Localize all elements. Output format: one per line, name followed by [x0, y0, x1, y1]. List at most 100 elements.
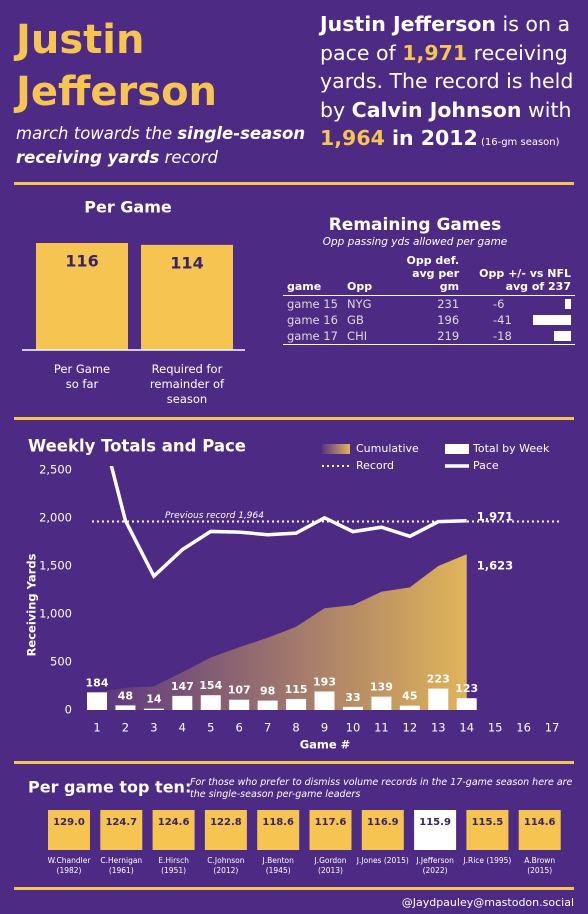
x-tick-label: 14	[459, 721, 474, 735]
summary: Justin Jefferson is on a pace of 1,971 r…	[320, 10, 582, 158]
x-tick-label: 1	[93, 721, 100, 735]
bar	[371, 696, 392, 710]
bar	[143, 708, 164, 710]
text: with	[521, 97, 572, 122]
tile	[309, 810, 352, 850]
bar-track	[531, 299, 571, 309]
value-label: 115.9	[419, 817, 451, 828]
bar	[456, 698, 477, 710]
value-label: 98	[260, 685, 275, 698]
column-header: game	[287, 280, 322, 293]
footer: @Jaydpauley@mastodon.social	[401, 896, 574, 909]
value-label: 223	[427, 673, 450, 686]
y-tick-label: 0	[65, 703, 72, 717]
x-tick-label: 12	[403, 721, 418, 735]
header-row: game Opp Opp def. avg per gm Opp +/- vs NFL…	[283, 254, 575, 296]
tile	[152, 810, 195, 850]
x-tick-label: 15	[488, 721, 503, 735]
category-label: J.Jones (2015)	[356, 856, 409, 865]
table-subtitle: Opp passing yds allowed per game	[322, 236, 508, 248]
reference-label: Previous record 1,964	[165, 511, 264, 521]
cell: CHI	[347, 329, 368, 343]
value-label: 116.9	[367, 817, 399, 828]
category-label: W.Chandler (1982)	[47, 856, 91, 875]
table: game Opp Opp def. avg per gm Opp +/- vs NFL…	[283, 254, 575, 345]
value-label: 1,623	[477, 559, 513, 573]
value-label: 14	[146, 693, 162, 706]
value-label: 147	[171, 680, 194, 693]
text: march towards the	[16, 124, 178, 143]
bar	[36, 243, 128, 350]
chart-title: Weekly Totals and Pace	[28, 437, 246, 456]
x-tick-label: 8	[292, 721, 299, 735]
x-tick-label: 6	[236, 721, 243, 735]
x-tick-label: 7	[264, 721, 271, 735]
bar	[428, 688, 449, 710]
legend-label: Total by Week	[472, 442, 550, 455]
value-label: 124.7	[105, 817, 137, 828]
text: (16-gm season)	[477, 137, 560, 148]
table-wrap: game Opp Opp def. avg per gm Opp +/- vs NFL…	[283, 254, 575, 345]
value-label: 114.6	[524, 817, 556, 828]
title: Jefferson	[16, 69, 218, 115]
y-tick-label: 1,500	[39, 559, 72, 573]
divider	[14, 417, 574, 420]
tile	[414, 810, 457, 850]
value-label: 107	[228, 684, 251, 697]
value-label: 1,971	[477, 509, 513, 523]
cell: NYG	[347, 297, 372, 311]
bar	[565, 299, 571, 309]
tile	[100, 810, 143, 850]
category-label: J.Rice (1995)	[463, 856, 512, 865]
bar	[286, 698, 307, 710]
legend-label: Pace	[473, 459, 499, 472]
table-title: Remaining Games	[328, 215, 502, 235]
value-label: 115.5	[472, 817, 504, 828]
bar	[314, 691, 335, 710]
legend-label: Record	[356, 459, 394, 472]
x-tick-label: 11	[374, 721, 389, 735]
column-header: Opp +/- vs NFL avg of 237	[479, 267, 571, 293]
x-tick-label: 3	[150, 721, 157, 735]
title: Justin	[16, 17, 145, 63]
value-label: 114	[170, 253, 203, 272]
category-label: E.Hirsch (1951)	[158, 856, 189, 875]
divider	[14, 182, 574, 185]
category-label: A.Brown (2015)	[524, 856, 556, 875]
value-label: 124.6	[158, 817, 190, 828]
area	[97, 554, 467, 710]
cell-text: -18	[493, 329, 512, 343]
value-label: 117.6	[315, 817, 347, 828]
bar	[115, 705, 136, 710]
y-tick-label: 1,000	[39, 607, 72, 621]
x-tick-label: 16	[516, 721, 531, 735]
value-label: 48	[118, 689, 133, 702]
cell: game 16	[287, 313, 338, 327]
table-row: game 15 NYG 231 -6	[283, 296, 575, 313]
text: Justin Jefferson	[320, 12, 497, 36]
text: in 2012	[384, 126, 478, 150]
value-label: 116	[65, 252, 98, 271]
subtitle: march towards the single-season receivin…	[16, 122, 306, 170]
category-label: C.Hernigan (1961)	[100, 856, 143, 875]
tile	[204, 810, 247, 850]
legend-swatch	[445, 444, 469, 454]
cell: 196	[437, 313, 460, 327]
bar-track	[531, 315, 571, 325]
bar	[257, 700, 278, 710]
x-tick-label: 10	[346, 721, 361, 735]
value-label: 45	[402, 690, 417, 703]
text: Calvin Johnson	[351, 97, 522, 122]
cell: 231	[437, 297, 460, 311]
divider	[14, 761, 574, 764]
cell: 219	[437, 329, 460, 343]
value-label: 139	[370, 681, 393, 694]
bar-track	[531, 331, 571, 341]
legend-swatch	[322, 444, 350, 454]
cell-content: -18	[467, 329, 571, 343]
bar	[533, 315, 571, 325]
bar	[141, 244, 233, 350]
bar	[342, 706, 363, 710]
y-tick-label: 500	[50, 655, 72, 669]
